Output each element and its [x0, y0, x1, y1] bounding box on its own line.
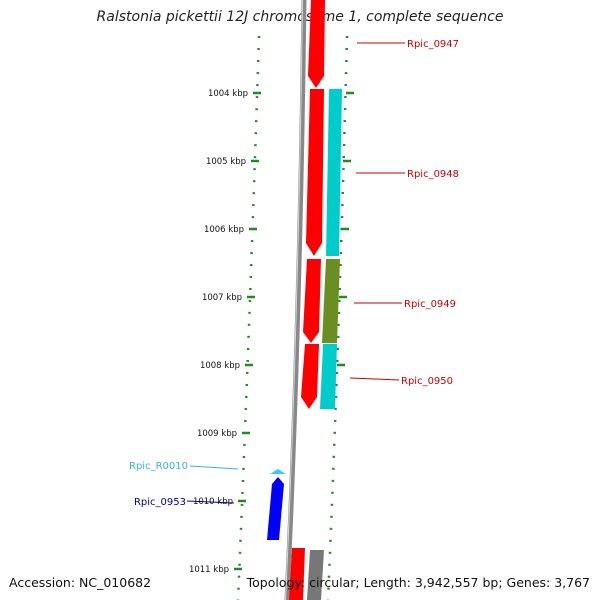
cds-arrow-rpic-0947[interactable]: [308, 0, 325, 88]
left-dotted-track: [236, 35, 261, 600]
gene-label-rpic-0953[interactable]: Rpic_0953: [134, 497, 186, 508]
gene-label-rpic-0947[interactable]: Rpic_0947: [407, 39, 459, 50]
gene-label-rpic-0948[interactable]: Rpic_0948: [407, 169, 459, 180]
kbp-tick-label: 1011 kbp: [189, 565, 229, 575]
accession-text: Accession: NC_010682: [9, 575, 152, 590]
teal-feature-block-2[interactable]: [320, 344, 337, 409]
gene-arrow-rpic-0953[interactable]: [267, 477, 284, 540]
cds-arrow-rpic-0948[interactable]: [306, 89, 324, 256]
teal-feature-block-1[interactable]: [326, 89, 342, 256]
gene-label-rpic-0950[interactable]: Rpic_0950: [401, 376, 453, 387]
rrna-arrow-rpic-r0010[interactable]: [270, 469, 286, 474]
kbp-tick-label: 1004 kbp: [208, 89, 248, 99]
kbp-tick-label: 1008 kbp: [200, 361, 240, 371]
map-title: Ralstonia pickettii 12J chromosome 1, co…: [96, 9, 504, 25]
gene-label-rpic-0949[interactable]: Rpic_0949: [404, 299, 456, 310]
grey-feature-block[interactable]: [307, 550, 324, 600]
backbone-strand-highlight: [285, 0, 303, 600]
cds-arrow-rpic-0949[interactable]: [303, 259, 321, 343]
kbp-tick-label: 1005 kbp: [206, 157, 246, 167]
backbone-strand: [284, 0, 307, 600]
label-leader-line: [349, 377, 400, 381]
kbp-tick-label: 1009 kbp: [197, 429, 237, 439]
label-leader-line: [186, 500, 235, 504]
gene-label-rpic-r0010[interactable]: Rpic_R0010: [129, 461, 188, 472]
cds-arrow-rpic-0950[interactable]: [301, 344, 319, 409]
kbp-tick-label: 1007 kbp: [202, 293, 242, 303]
cds-arrow-bottom[interactable]: [289, 548, 305, 600]
olive-feature-block[interactable]: [322, 259, 340, 343]
label-leader-line: [189, 465, 239, 470]
kbp-tick-label: 1006 kbp: [204, 225, 244, 235]
gene-labels: Rpic_0947 Rpic_0948 Rpic_0949 Rpic_0950 Rpic…: [129, 39, 459, 508]
topology-text: Topology: circular; Length: 3,942,557 bp…: [246, 575, 590, 590]
